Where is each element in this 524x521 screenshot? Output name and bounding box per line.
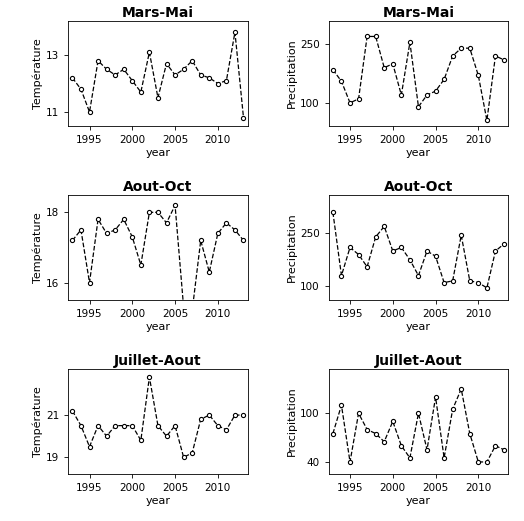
Y-axis label: Température: Température <box>32 386 43 457</box>
X-axis label: year: year <box>146 496 170 506</box>
Y-axis label: Température: Température <box>32 38 43 109</box>
X-axis label: year: year <box>406 322 431 332</box>
Y-axis label: Precipitation: Precipitation <box>287 39 297 108</box>
Y-axis label: Température: Température <box>32 212 43 283</box>
Title: Aout-Oct: Aout-Oct <box>123 180 193 194</box>
Title: Aout-Oct: Aout-Oct <box>384 180 453 194</box>
X-axis label: year: year <box>406 148 431 158</box>
Title: Juillet-Aout: Juillet-Aout <box>375 354 462 367</box>
X-axis label: year: year <box>146 322 170 332</box>
Title: Mars-Mai: Mars-Mai <box>122 6 194 20</box>
X-axis label: year: year <box>406 496 431 506</box>
X-axis label: year: year <box>146 148 170 158</box>
Title: Juillet-Aout: Juillet-Aout <box>114 354 202 367</box>
Title: Mars-Mai: Mars-Mai <box>383 6 454 20</box>
Y-axis label: Precipitation: Precipitation <box>287 387 297 456</box>
Y-axis label: Precipitation: Precipitation <box>287 213 297 282</box>
